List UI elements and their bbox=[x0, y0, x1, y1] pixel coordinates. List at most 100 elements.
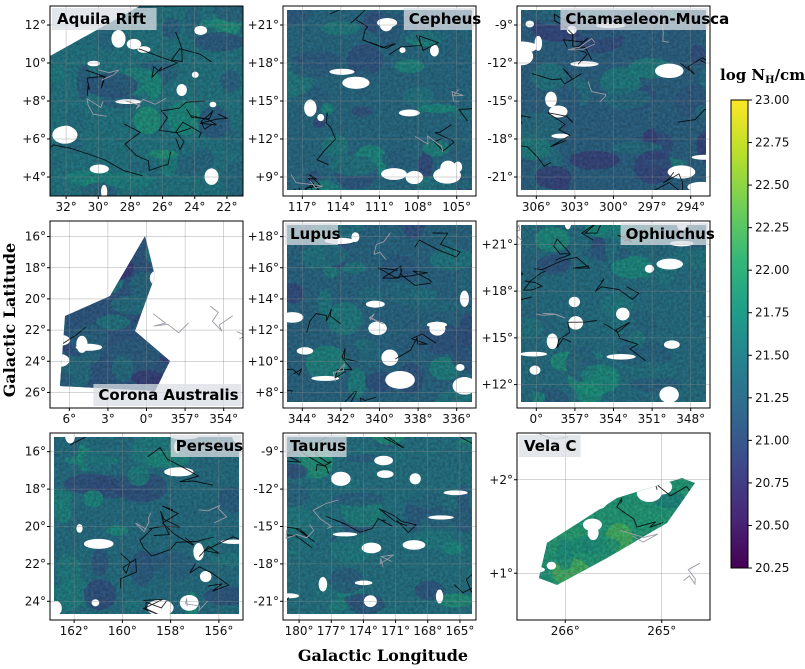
colorbar-title: log NH/cm² bbox=[720, 66, 805, 86]
x-tick-label: 348° bbox=[676, 412, 705, 426]
y-tick-label: +2° bbox=[489, 473, 513, 487]
x-tick-label: 160° bbox=[108, 624, 137, 638]
y-tick-label: 20° bbox=[25, 292, 46, 306]
x-tick-label: 6° bbox=[62, 412, 76, 426]
y-tick-label: 24° bbox=[25, 354, 46, 368]
x-tick-label: 300° bbox=[599, 200, 628, 214]
x-tick-label: 265° bbox=[647, 624, 676, 638]
x-tick-label: 114° bbox=[326, 200, 355, 214]
x-tick-label: 0° bbox=[140, 412, 154, 426]
y-axis-label: Galactic Latitude bbox=[0, 243, 19, 397]
panel-ophiuchus: 0° 357° 354° 351° 348° +21° +18° +15° +12° Ophiuc… bbox=[482, 220, 715, 426]
colorbar-tick-label: 22.00 bbox=[755, 263, 789, 277]
x-tick-label: 162° bbox=[60, 624, 89, 638]
y-tick-label: -18° bbox=[253, 557, 279, 571]
x-tick-label: 26° bbox=[152, 200, 173, 214]
colorbar-tick-label: 21.25 bbox=[755, 391, 789, 405]
x-tick-label: 354° bbox=[209, 412, 238, 426]
x-tick-label: 158° bbox=[156, 624, 185, 638]
x-tick-label: 22° bbox=[216, 200, 237, 214]
panel-title: Aquila Rift bbox=[57, 10, 146, 28]
colorbar-tick-label: 23.00 bbox=[755, 93, 789, 107]
y-tick-label: 16° bbox=[25, 445, 46, 459]
panel-taurus: 180° 177° 174° 171° 168° 165° -9° -12° -15° -18° -… bbox=[253, 432, 477, 638]
axis-labels: Galactic Longitude Galactic Latitude bbox=[0, 243, 468, 665]
panel-title: Chamaeleon-Musca bbox=[565, 10, 729, 28]
y-tick-label: +15° bbox=[248, 94, 279, 108]
x-tick-label: 180° bbox=[285, 624, 314, 638]
y-tick-label: +15° bbox=[482, 331, 513, 345]
y-tick-label: -21° bbox=[253, 594, 279, 608]
colorbar-tick-label: 21.75 bbox=[755, 306, 789, 320]
y-tick-label: -12° bbox=[487, 56, 513, 70]
y-tick-label: -18° bbox=[487, 132, 513, 146]
x-tick-label: 28° bbox=[120, 200, 141, 214]
panel-title: Corona Australis bbox=[98, 386, 238, 404]
y-tick-label: +18° bbox=[248, 230, 279, 244]
x-tick-label: 3° bbox=[101, 412, 115, 426]
colorbar-tick-label: 21.50 bbox=[755, 348, 789, 362]
x-tick-label: 297° bbox=[638, 200, 667, 214]
y-tick-label: -21° bbox=[487, 170, 513, 184]
x-tick-label: 168° bbox=[413, 624, 442, 638]
y-tick-label: 20° bbox=[25, 520, 46, 534]
x-tick-label: 340° bbox=[365, 412, 394, 426]
y-tick-label: 26° bbox=[25, 385, 46, 399]
y-tick-label: 24° bbox=[25, 594, 46, 608]
panel-title: Lupus bbox=[290, 225, 341, 243]
y-tick-label: -9° bbox=[495, 18, 513, 32]
x-tick-label: 105° bbox=[442, 200, 471, 214]
x-tick-label: 117° bbox=[288, 200, 317, 214]
x-tick-label: 171° bbox=[381, 624, 410, 638]
y-tick-label: 22° bbox=[25, 323, 46, 337]
x-tick-label: 32° bbox=[55, 200, 76, 214]
y-tick-label: 12° bbox=[25, 18, 46, 32]
y-tick-label: +8° bbox=[255, 385, 279, 399]
panel-grid: 32° 30° 28° 26° 24° 22° 12° 10° +8° +6° +4° Aquila … bbox=[22, 5, 729, 638]
y-tick-label: +21° bbox=[482, 237, 513, 251]
y-tick-label: +12° bbox=[248, 323, 279, 337]
x-tick-label: 174° bbox=[349, 624, 378, 638]
x-tick-label: 177° bbox=[317, 624, 346, 638]
panel-aquila-rift: 32° 30° 28° 26° 24° 22° 12° 10° +8° +6° +4° Aquila … bbox=[22, 5, 244, 214]
x-tick-label: 354° bbox=[599, 412, 628, 426]
x-axis-label: Galactic Longitude bbox=[298, 646, 468, 665]
colorbar-tick-label: 22.50 bbox=[755, 178, 789, 192]
x-tick-label: 24° bbox=[184, 200, 205, 214]
y-tick-label: +14° bbox=[248, 292, 279, 306]
y-tick-label: +21° bbox=[248, 18, 279, 32]
panel-perseus: 162° 160° 158° 156° 16° 18° 20° 22° 24° Perseus bbox=[25, 432, 244, 638]
colorbar-tick-label: 20.50 bbox=[755, 518, 789, 532]
colorbar-tick-label: 20.75 bbox=[755, 476, 789, 490]
x-tick-label: 266° bbox=[551, 624, 580, 638]
colorbar-tick-label: 22.25 bbox=[755, 221, 789, 235]
panel-cepheus: 117° 114° 111° 108° 105° +21° +18° +15° +12° +9° C… bbox=[248, 5, 481, 214]
y-tick-label: +10° bbox=[248, 354, 279, 368]
y-tick-label: +6° bbox=[22, 132, 46, 146]
x-tick-label: 0° bbox=[529, 412, 543, 426]
y-tick-label: 18° bbox=[25, 482, 46, 496]
x-tick-label: 165° bbox=[445, 624, 474, 638]
y-tick-label: +1° bbox=[489, 566, 513, 580]
x-tick-label: 108° bbox=[404, 200, 433, 214]
x-tick-label: 338° bbox=[404, 412, 433, 426]
panel-title: Perseus bbox=[176, 437, 243, 455]
y-tick-label: +9° bbox=[255, 170, 279, 184]
colorbar-gradient bbox=[730, 99, 749, 569]
panel-title: Vela C bbox=[524, 437, 576, 455]
panel-title: Ophiuchus bbox=[626, 225, 715, 243]
x-tick-label: 303° bbox=[560, 200, 589, 214]
y-tick-label: +18° bbox=[248, 56, 279, 70]
y-tick-label: -9° bbox=[261, 445, 279, 459]
colorbar-tick-label: 21.00 bbox=[755, 433, 789, 447]
y-tick-label: -12° bbox=[253, 482, 279, 496]
x-tick-label: 357° bbox=[171, 412, 200, 426]
panel-lupus: 344° 342° 340° 338° 336° +18° +16° +14° +12° +10°… bbox=[248, 220, 477, 426]
colorbar-tick-label: 20.25 bbox=[755, 561, 789, 575]
y-tick-label: +12° bbox=[482, 378, 513, 392]
y-tick-label: +16° bbox=[248, 261, 279, 275]
y-tick-label: -15° bbox=[487, 94, 513, 108]
panel-vela-c: 266° 265° +2° +1° Vela C bbox=[489, 432, 711, 638]
x-tick-label: 156° bbox=[204, 624, 233, 638]
